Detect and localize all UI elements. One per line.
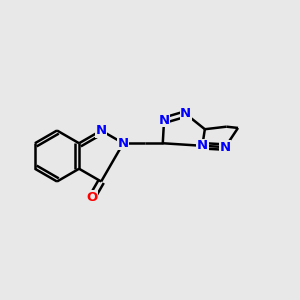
Text: O: O <box>86 190 98 204</box>
Text: N: N <box>197 139 208 152</box>
Text: N: N <box>118 137 129 150</box>
Text: N: N <box>180 107 191 120</box>
Text: N: N <box>220 141 231 154</box>
Text: N: N <box>158 114 169 127</box>
Text: N: N <box>96 124 107 137</box>
